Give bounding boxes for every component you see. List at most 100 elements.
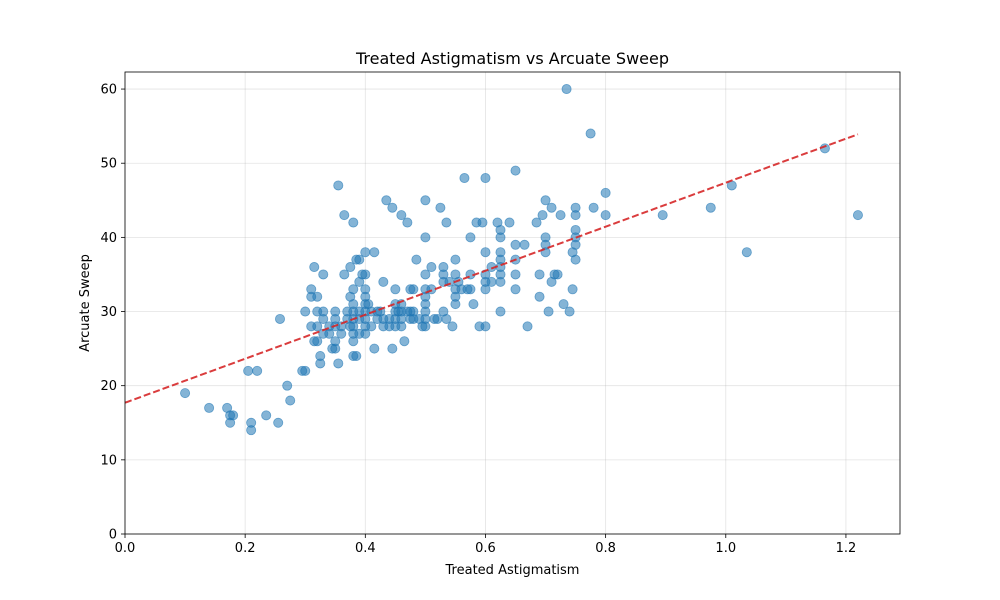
data-point	[504, 217, 515, 228]
data-point	[228, 410, 239, 421]
data-point	[531, 217, 542, 228]
x-axis-label: Treated Astigmatism	[445, 563, 580, 578]
data-point	[420, 232, 431, 243]
data-point	[369, 343, 380, 354]
data-point	[339, 210, 350, 221]
data-point	[510, 284, 521, 295]
data-point	[495, 306, 506, 317]
y-axis-label: Arcuate Sweep	[78, 254, 93, 352]
data-point	[348, 336, 359, 347]
x-tick-label: 0.4	[355, 541, 376, 556]
data-point	[324, 328, 335, 339]
data-point	[354, 254, 365, 265]
data-point	[534, 291, 545, 302]
data-point	[180, 388, 191, 399]
data-point	[543, 306, 554, 317]
data-point	[537, 210, 548, 221]
data-point	[318, 269, 329, 280]
data-point	[396, 210, 407, 221]
data-point	[522, 321, 533, 332]
data-point	[318, 313, 329, 324]
y-tick-label: 10	[100, 453, 117, 468]
x-tick-label: 0.6	[475, 541, 496, 556]
data-point	[396, 321, 407, 332]
data-point	[570, 254, 581, 265]
data-point	[426, 262, 437, 273]
data-point	[252, 365, 263, 376]
data-point	[546, 202, 557, 213]
data-point	[567, 284, 578, 295]
y-tick-label: 0	[109, 528, 117, 543]
data-point	[261, 410, 272, 421]
data-point	[348, 284, 359, 295]
data-point	[273, 417, 284, 428]
data-point	[480, 284, 491, 295]
data-point	[285, 395, 296, 406]
data-point	[465, 232, 476, 243]
data-point	[300, 365, 311, 376]
data-point	[366, 321, 377, 332]
data-point	[495, 276, 506, 287]
x-tick-label: 0.8	[595, 541, 616, 556]
data-point	[519, 239, 530, 250]
data-point	[246, 425, 257, 436]
x-tick-label: 1.0	[715, 541, 736, 556]
data-point	[381, 195, 392, 206]
data-point	[510, 269, 521, 280]
data-point	[558, 299, 569, 310]
data-point	[402, 217, 413, 228]
data-point	[333, 358, 344, 369]
data-point	[480, 321, 491, 332]
data-point	[387, 343, 398, 354]
data-point	[360, 269, 371, 280]
data-point	[447, 321, 458, 332]
data-point	[309, 262, 320, 273]
y-tick-label: 30	[100, 305, 117, 320]
data-point	[282, 380, 293, 391]
data-point	[300, 306, 311, 317]
y-tick-label: 40	[100, 231, 117, 246]
data-point	[480, 173, 491, 184]
data-point	[495, 224, 506, 235]
data-point	[420, 269, 431, 280]
data-point	[555, 210, 566, 221]
x-tick-label: 0.2	[235, 541, 256, 556]
data-point	[345, 262, 356, 273]
data-point	[465, 284, 476, 295]
data-point	[330, 336, 341, 347]
data-point	[420, 195, 431, 206]
data-point	[274, 313, 285, 324]
data-point	[570, 210, 581, 221]
data-point	[399, 336, 410, 347]
grid	[124, 72, 900, 535]
data-point	[315, 358, 326, 369]
data-point	[480, 247, 491, 258]
data-point	[510, 239, 521, 250]
data-point	[420, 321, 431, 332]
data-point	[450, 254, 461, 265]
data-point	[459, 173, 470, 184]
data-point	[534, 269, 545, 280]
data-point	[360, 247, 371, 258]
data-point	[432, 313, 443, 324]
data-point	[588, 202, 599, 213]
data-point	[339, 269, 350, 280]
data-point	[561, 84, 572, 95]
data-point	[411, 254, 422, 265]
data-point	[312, 291, 323, 302]
data-point	[378, 276, 389, 287]
y-axis: 0 10 20 30 40 50 60	[100, 83, 125, 543]
data-point	[477, 217, 488, 228]
data-point	[369, 247, 380, 258]
data-point	[243, 365, 254, 376]
data-point	[441, 313, 452, 324]
plot-frame	[124, 71, 901, 535]
data-point	[390, 284, 401, 295]
data-point	[540, 195, 551, 206]
data-point	[333, 180, 344, 191]
data-point	[705, 202, 716, 213]
trendline-group	[124, 133, 859, 404]
data-point	[312, 336, 323, 347]
